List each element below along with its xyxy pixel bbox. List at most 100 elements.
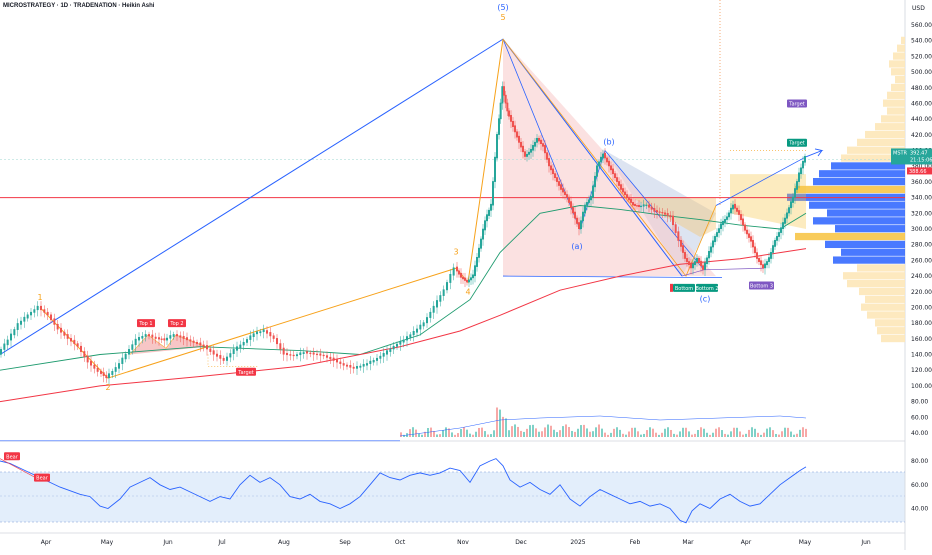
candle-body: [172, 334, 175, 337]
price-axis-tick: 260.00: [911, 257, 932, 264]
candle-body: [528, 151, 530, 155]
candle-body: [770, 252, 772, 259]
volume-bar: [547, 424, 549, 437]
candle-body: [409, 334, 412, 338]
candle-body: [568, 196, 570, 203]
candle-body: [356, 366, 358, 369]
candle-body: [90, 360, 92, 366]
candle-body: [680, 239, 682, 247]
candle-body: [326, 355, 328, 358]
volume-bar: [568, 427, 570, 437]
candle-body: [292, 354, 295, 357]
volume-profile-bar: [859, 287, 905, 296]
candle-body: [586, 202, 588, 206]
candle-body: [169, 335, 172, 339]
rsi-label-bear-2-bg: [34, 473, 50, 482]
candle-body: [674, 224, 677, 233]
candle-body: [202, 344, 205, 347]
candle-body: [160, 338, 163, 340]
candle-body: [236, 346, 238, 351]
candle-body: [346, 364, 348, 367]
volume-profile-bar: [887, 91, 905, 99]
volume-bar: [577, 428, 579, 437]
candle-body: [714, 236, 716, 243]
rsi-divergence-line: [0, 458, 41, 481]
volume-bar: [505, 418, 507, 437]
volume-bar: [670, 429, 672, 437]
volume-bar: [679, 431, 681, 437]
candle-body: [664, 212, 666, 215]
candle-body: [486, 214, 488, 222]
candle-body: [712, 240, 714, 248]
volume-bar: [553, 429, 555, 437]
candle-body: [154, 336, 157, 339]
candle-body: [452, 267, 455, 276]
volume-bar: [544, 427, 546, 437]
candle-body: [362, 363, 365, 367]
candle-body: [53, 318, 56, 325]
candle-body: [518, 135, 520, 143]
time-axis-label: May: [101, 539, 114, 546]
candle-body: [166, 337, 168, 341]
candle-body: [624, 191, 626, 195]
volume-bar: [640, 434, 642, 437]
candle-body: [249, 335, 252, 340]
volume-profile-bar: [841, 248, 905, 256]
volume-profile-bar: [889, 60, 905, 68]
candle-body: [736, 207, 738, 212]
candle-body: [718, 228, 720, 233]
label-target-low: Target: [237, 370, 254, 376]
label-bottom-2: Bottom 2: [695, 286, 718, 292]
candle-body: [111, 371, 114, 375]
volume-bar: [499, 409, 501, 437]
volume-profile-bar: [887, 107, 905, 115]
time-axis-label: Oct: [395, 539, 406, 546]
candle-body: [429, 311, 432, 318]
volume-bar: [739, 431, 741, 437]
time-axis-label: Jun: [860, 539, 871, 546]
volume-bar: [592, 431, 594, 437]
time-axis-label: May: [799, 539, 812, 546]
candle-body: [46, 311, 49, 316]
candle-body: [648, 204, 650, 208]
rsi-axis-tick: 80.00: [911, 458, 928, 465]
candle-body: [608, 160, 610, 167]
candle-body: [700, 260, 702, 267]
last-price-symbol: MSTR: [893, 150, 908, 156]
candle-body: [600, 156, 602, 163]
candle-body: [612, 168, 614, 175]
volume-bar: [445, 427, 447, 437]
candle-body: [490, 203, 492, 211]
candle-body: [86, 355, 89, 363]
volume-bar: [742, 434, 744, 437]
price-axis-tick: 120.00: [911, 367, 932, 374]
volume-bar: [655, 432, 657, 437]
volume-bar: [616, 427, 618, 437]
volume-profile-bar: [841, 154, 905, 162]
candle-body: [286, 352, 288, 356]
wave-label-4: 4: [465, 287, 470, 296]
volume-bar: [526, 428, 528, 437]
candle-body: [289, 354, 292, 356]
candle-body: [677, 231, 680, 241]
candle-body: [788, 207, 790, 214]
volume-bar: [502, 416, 504, 437]
candle-body: [322, 354, 325, 357]
candle-body: [580, 220, 582, 229]
candle-body: [366, 363, 368, 366]
volume-profile-bar: [893, 52, 905, 60]
ema-50-line: [0, 205, 807, 371]
candle-body: [196, 341, 198, 345]
candle-body: [306, 351, 308, 354]
volume-bar: [580, 425, 582, 437]
volume-bar: [475, 431, 477, 437]
candle-body: [369, 360, 372, 364]
label-bottom-mark: [670, 283, 673, 292]
candle-body: [419, 324, 422, 330]
volume-bar: [613, 428, 615, 437]
candle-body: [724, 219, 726, 223]
volume-bar: [733, 427, 735, 437]
candle-body: [720, 223, 722, 229]
candle-body: [16, 323, 19, 330]
